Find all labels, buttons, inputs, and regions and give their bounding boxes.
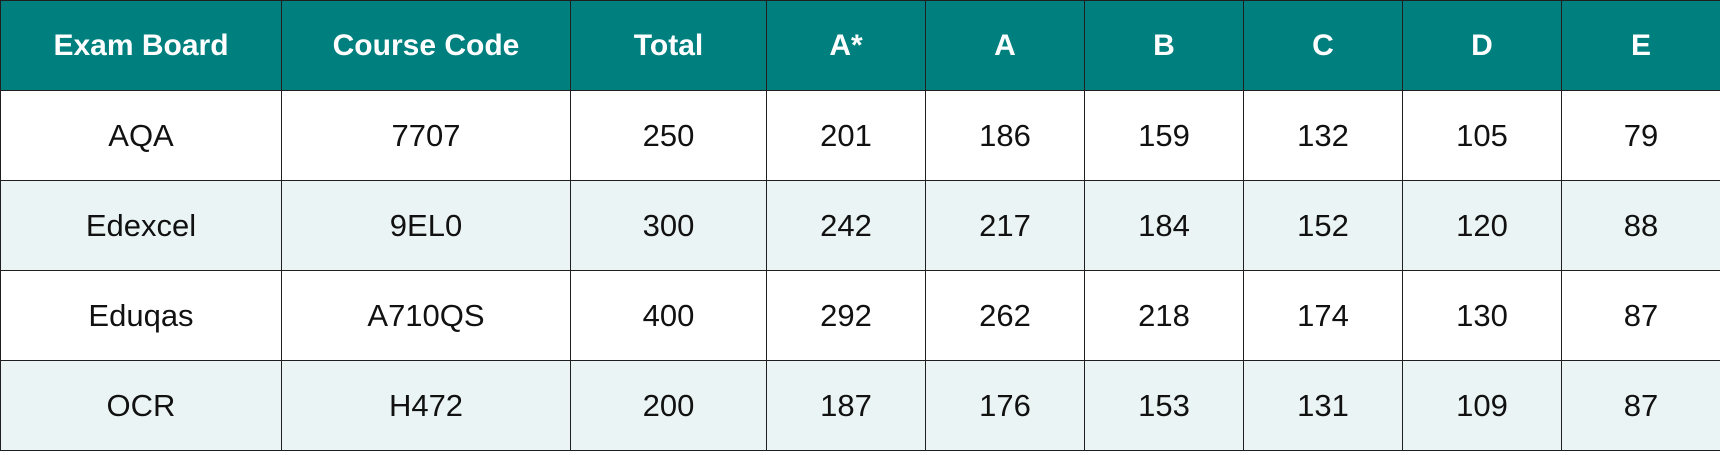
header-grade-b: B [1084,0,1244,91]
header-grade-a: A [925,0,1085,91]
cell-exam-board: Eduqas [0,270,282,361]
header-total: Total [570,0,767,91]
cell-grade-a-star: 242 [766,180,926,271]
cell-exam-board: OCR [0,360,282,451]
cell-grade-b: 184 [1084,180,1244,271]
cell-total: 400 [570,270,767,361]
cell-grade-d: 120 [1402,180,1562,271]
cell-total: 300 [570,180,767,271]
table-row: Eduqas A710QS 400 292 262 218 174 130 87 [0,270,1720,361]
cell-grade-e: 87 [1561,360,1720,451]
cell-course-code: 7707 [281,90,571,181]
cell-course-code: 9EL0 [281,180,571,271]
cell-grade-d: 109 [1402,360,1562,451]
cell-grade-e: 88 [1561,180,1720,271]
header-grade-d: D [1402,0,1562,91]
cell-grade-a: 262 [925,270,1085,361]
cell-grade-e: 79 [1561,90,1720,181]
cell-grade-a: 217 [925,180,1085,271]
header-grade-c: C [1243,0,1403,91]
cell-total: 250 [570,90,767,181]
cell-grade-d: 130 [1402,270,1562,361]
cell-grade-a-star: 292 [766,270,926,361]
table-row: OCR H472 200 187 176 153 131 109 87 [0,360,1720,451]
header-exam-board: Exam Board [0,0,282,91]
cell-grade-c: 152 [1243,180,1403,271]
cell-grade-a-star: 201 [766,90,926,181]
table-header-row: Exam Board Course Code Total A* A B C D … [0,0,1720,91]
cell-grade-c: 131 [1243,360,1403,451]
cell-grade-a: 186 [925,90,1085,181]
cell-grade-a-star: 187 [766,360,926,451]
cell-course-code: H472 [281,360,571,451]
cell-grade-c: 174 [1243,270,1403,361]
cell-exam-board: Edexcel [0,180,282,271]
cell-grade-c: 132 [1243,90,1403,181]
table-row: AQA 7707 250 201 186 159 132 105 79 [0,90,1720,181]
cell-grade-d: 105 [1402,90,1562,181]
header-grade-a-star: A* [766,0,926,91]
cell-total: 200 [570,360,767,451]
cell-grade-b: 218 [1084,270,1244,361]
cell-grade-b: 159 [1084,90,1244,181]
table-row: Edexcel 9EL0 300 242 217 184 152 120 88 [0,180,1720,271]
header-grade-e: E [1561,0,1720,91]
cell-grade-a: 176 [925,360,1085,451]
cell-grade-e: 87 [1561,270,1720,361]
header-course-code: Course Code [281,0,571,91]
cell-course-code: A710QS [281,270,571,361]
cell-exam-board: AQA [0,90,282,181]
cell-grade-b: 153 [1084,360,1244,451]
